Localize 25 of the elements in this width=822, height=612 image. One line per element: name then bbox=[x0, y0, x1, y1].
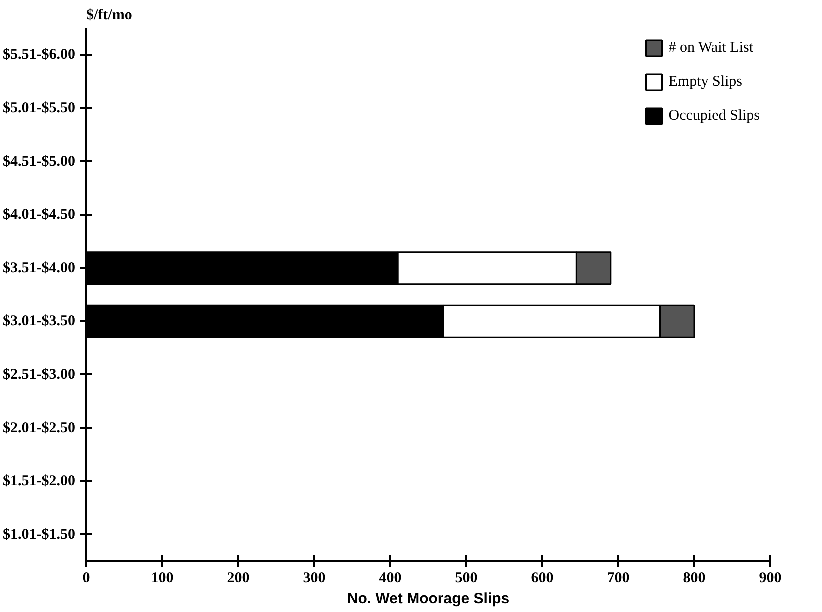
y-tick-label: $2.51-$3.00 bbox=[3, 366, 76, 383]
legend-label: Empty Slips bbox=[668, 74, 743, 90]
y-tick-label: $1.01-$1.50 bbox=[3, 526, 76, 543]
legend-label: # on Wait List bbox=[668, 40, 754, 56]
x-tick-label: 200 bbox=[227, 570, 250, 586]
x-tick-label: 600 bbox=[531, 570, 554, 586]
x-axis-title: No. Wet Moorage Slips bbox=[347, 590, 510, 608]
y-axis-title: $/ft/mo bbox=[86, 8, 132, 24]
y-tick-label: $5.51-$6.00 bbox=[3, 47, 76, 64]
x-tick-label: 900 bbox=[759, 570, 782, 586]
y-tick-label: $4.01-$4.50 bbox=[3, 207, 76, 224]
x-tick-label: 700 bbox=[607, 570, 630, 586]
y-tick-label: $3.51-$4.00 bbox=[3, 260, 76, 276]
x-tick-label: 0 bbox=[82, 570, 90, 586]
legend-label: Occupied Slips bbox=[668, 108, 760, 124]
x-tick-label: 800 bbox=[683, 570, 706, 586]
x-tick-label: 300 bbox=[303, 570, 326, 586]
x-tick-label: 400 bbox=[379, 570, 402, 586]
x-tick-label: 500 bbox=[455, 570, 478, 586]
y-tick-label: $3.01-$3.50 bbox=[3, 314, 76, 330]
y-tick-label: $2.01-$2.50 bbox=[3, 420, 76, 436]
x-tick-label: 100 bbox=[151, 570, 174, 586]
y-tick-label: $1.51-$2.00 bbox=[3, 474, 76, 490]
y-tick-label: $4.51-$5.00 bbox=[3, 154, 76, 170]
y-tick-label: $5.01-$5.50 bbox=[3, 100, 76, 116]
